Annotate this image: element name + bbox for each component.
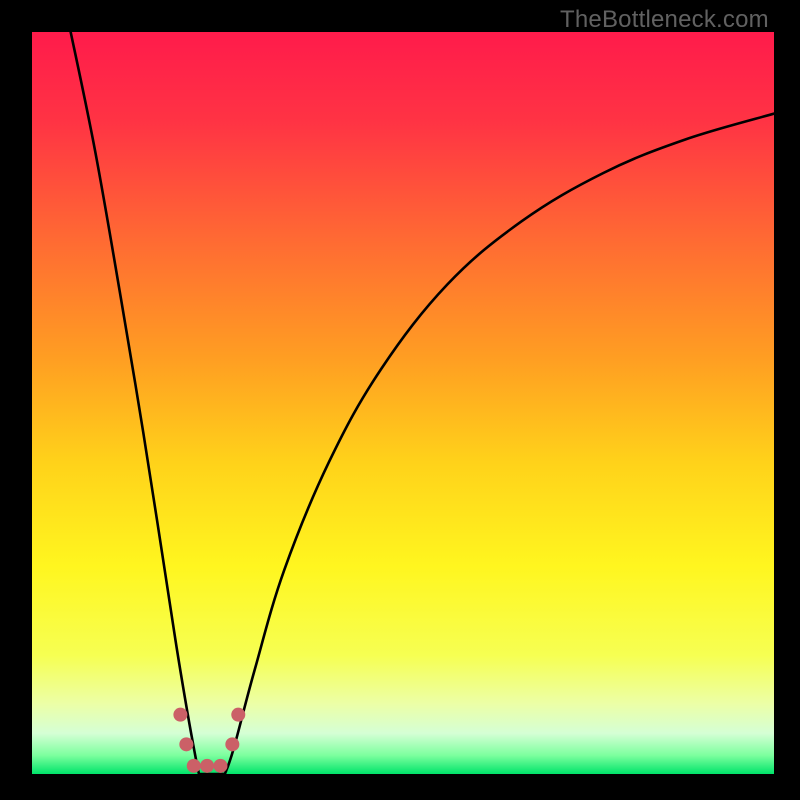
marker-dot	[213, 759, 227, 773]
marker-group	[173, 708, 245, 773]
marker-dot	[179, 737, 193, 751]
marker-dot	[173, 708, 187, 722]
marker-dot	[231, 708, 245, 722]
marker-dot	[200, 759, 214, 773]
marker-dot	[225, 737, 239, 751]
bottleneck-curve	[69, 32, 774, 774]
marker-dot	[187, 759, 201, 773]
watermark-text: TheBottleneck.com	[560, 6, 769, 34]
plot-area	[32, 32, 774, 774]
curve-svg	[32, 32, 774, 774]
